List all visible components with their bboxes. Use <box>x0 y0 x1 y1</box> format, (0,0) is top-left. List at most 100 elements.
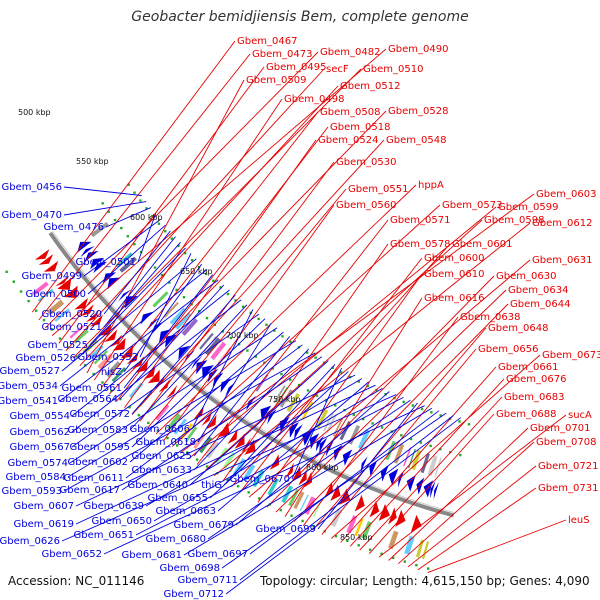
reverse-cog-stripe <box>332 417 344 437</box>
reverse-gene-arrow <box>190 355 203 370</box>
forward-cog-stripe <box>388 530 399 550</box>
tick-dot <box>127 183 130 186</box>
reverse-gene-arrow <box>90 257 105 270</box>
reverse-gene-label: Gbem_0697 <box>188 549 248 560</box>
reverse-cog-stripe <box>322 412 334 432</box>
forward-cog-stripe <box>111 367 126 383</box>
tick-dot <box>195 458 199 461</box>
forward-cog-stripe <box>38 288 54 302</box>
forward-gene-label: Gbem_0683 <box>504 392 564 403</box>
tick-dot <box>391 556 395 559</box>
forward-gene-label: secF <box>326 64 349 75</box>
tick-dot <box>375 388 378 392</box>
forward-gene-label: Gbem_0509 <box>246 75 306 86</box>
reverse-gene-label: Gbem_0564 <box>58 394 118 405</box>
forward-cog-stripe <box>404 535 415 555</box>
reverse-gene-label: Gbem_0611 <box>64 473 124 484</box>
forward-gene-label: Gbem_0473 <box>252 49 312 60</box>
reverse-gene-arrow <box>202 365 214 380</box>
leader-line <box>129 304 248 431</box>
leader-line <box>191 309 254 430</box>
reverse-cog-stripe <box>273 385 286 404</box>
forward-gene-label: Gbem_0518 <box>330 122 390 133</box>
reverse-gene-label: Gbem_0583 <box>68 425 128 436</box>
leader-line <box>349 378 505 547</box>
reverse-cog-stripe <box>210 341 227 361</box>
forward-gene-label: Gbem_0661 <box>498 362 558 373</box>
leader-line <box>137 213 157 263</box>
reverse-gene-label: Gbem_0655 <box>148 493 208 504</box>
tick-dot <box>429 444 432 448</box>
forward-gene-arrow <box>147 369 160 384</box>
tick-dot <box>137 413 141 417</box>
leader-line <box>103 230 171 315</box>
reverse-gene-label: Gbem_0698 <box>160 563 220 574</box>
reverse-gene-arrow <box>416 477 425 495</box>
reverse-cog-stripe <box>255 374 269 392</box>
leader-line <box>180 193 535 454</box>
reverse-gene-arrow <box>369 460 378 477</box>
reverse-gene-arrow <box>159 329 172 343</box>
tick-dot <box>234 299 237 302</box>
forward-cog-stripe <box>346 515 358 534</box>
reverse-gene-label: Gbem_0663 <box>156 506 216 517</box>
forward-gene-label: Gbem_0528 <box>388 106 448 117</box>
forward-gene-label: Gbem_0530 <box>336 157 396 168</box>
forward-gene-label: Gbem_0601 <box>452 239 512 250</box>
forward-gene-arrow <box>126 351 140 365</box>
tick-dot <box>120 226 123 230</box>
tick-dot <box>254 355 257 358</box>
tick-dot <box>467 423 471 426</box>
reverse-cog-stripe <box>357 429 371 450</box>
reverse-gene-label: Gbem_0652 <box>42 549 102 560</box>
forward-gene-arrow <box>298 469 307 486</box>
reverse-cog-stripe <box>393 443 405 464</box>
reverse-gene-label: Gbem_0640 <box>128 480 188 491</box>
reverse-cog-stripe <box>119 256 137 273</box>
forward-cog-stripe <box>166 413 181 430</box>
reverse-gene-arrow <box>220 378 232 393</box>
tick-dot <box>357 380 360 383</box>
reverse-gene-label: Gbem_0625 <box>132 451 192 462</box>
leader-line <box>108 110 387 395</box>
reverse-gene-arrow <box>140 311 154 325</box>
forward-gene-arrow <box>166 384 178 399</box>
forward-gene-arrow <box>193 405 204 420</box>
leader-line <box>427 519 567 574</box>
leader-line <box>205 219 483 471</box>
tick-dot <box>340 371 343 374</box>
leader-line <box>417 487 537 571</box>
forward-gene-label: Gbem_0630 <box>496 271 556 282</box>
reverse-gene-arrow <box>430 481 436 499</box>
tick-dot <box>139 250 143 254</box>
leader-line <box>83 219 161 277</box>
tick-dot <box>346 539 349 542</box>
forward-gene-arrow <box>112 337 126 351</box>
tick-dot <box>312 525 315 528</box>
forward-cog-stripe <box>184 426 198 443</box>
reverse-gene-label: Gbem_0526 <box>16 353 76 364</box>
genome-backbone <box>48 231 455 518</box>
reverse-gene-label: Gbem_0602 <box>68 457 128 468</box>
tick-dot <box>368 548 372 551</box>
reverse-gene-arrow <box>294 424 303 440</box>
tick-dot <box>177 244 180 248</box>
leader-line <box>147 188 347 428</box>
tick-dot <box>190 259 194 262</box>
leader-line <box>321 348 477 535</box>
leader-line <box>63 201 147 216</box>
tick-dot <box>219 286 222 289</box>
tick-dot <box>265 323 268 326</box>
forward-gene-label: Gbem_0508 <box>320 107 380 118</box>
forward-cog-stripe <box>173 418 187 435</box>
forward-gene-label: Gbem_0631 <box>532 255 592 266</box>
tick-dot <box>306 351 309 354</box>
reverse-gene-arrow <box>124 296 138 309</box>
genome-summary: Topology: circular; Length: 4,615,150 bp… <box>260 574 590 588</box>
tick-dot <box>175 288 178 292</box>
forward-gene-label: Gbem_0644 <box>510 299 570 310</box>
reverse-gene-label: Gbem_0534 <box>0 381 58 392</box>
reverse-gene-arrow <box>146 317 160 331</box>
leader-line <box>223 364 336 486</box>
reverse-gene-arrow <box>207 368 219 383</box>
